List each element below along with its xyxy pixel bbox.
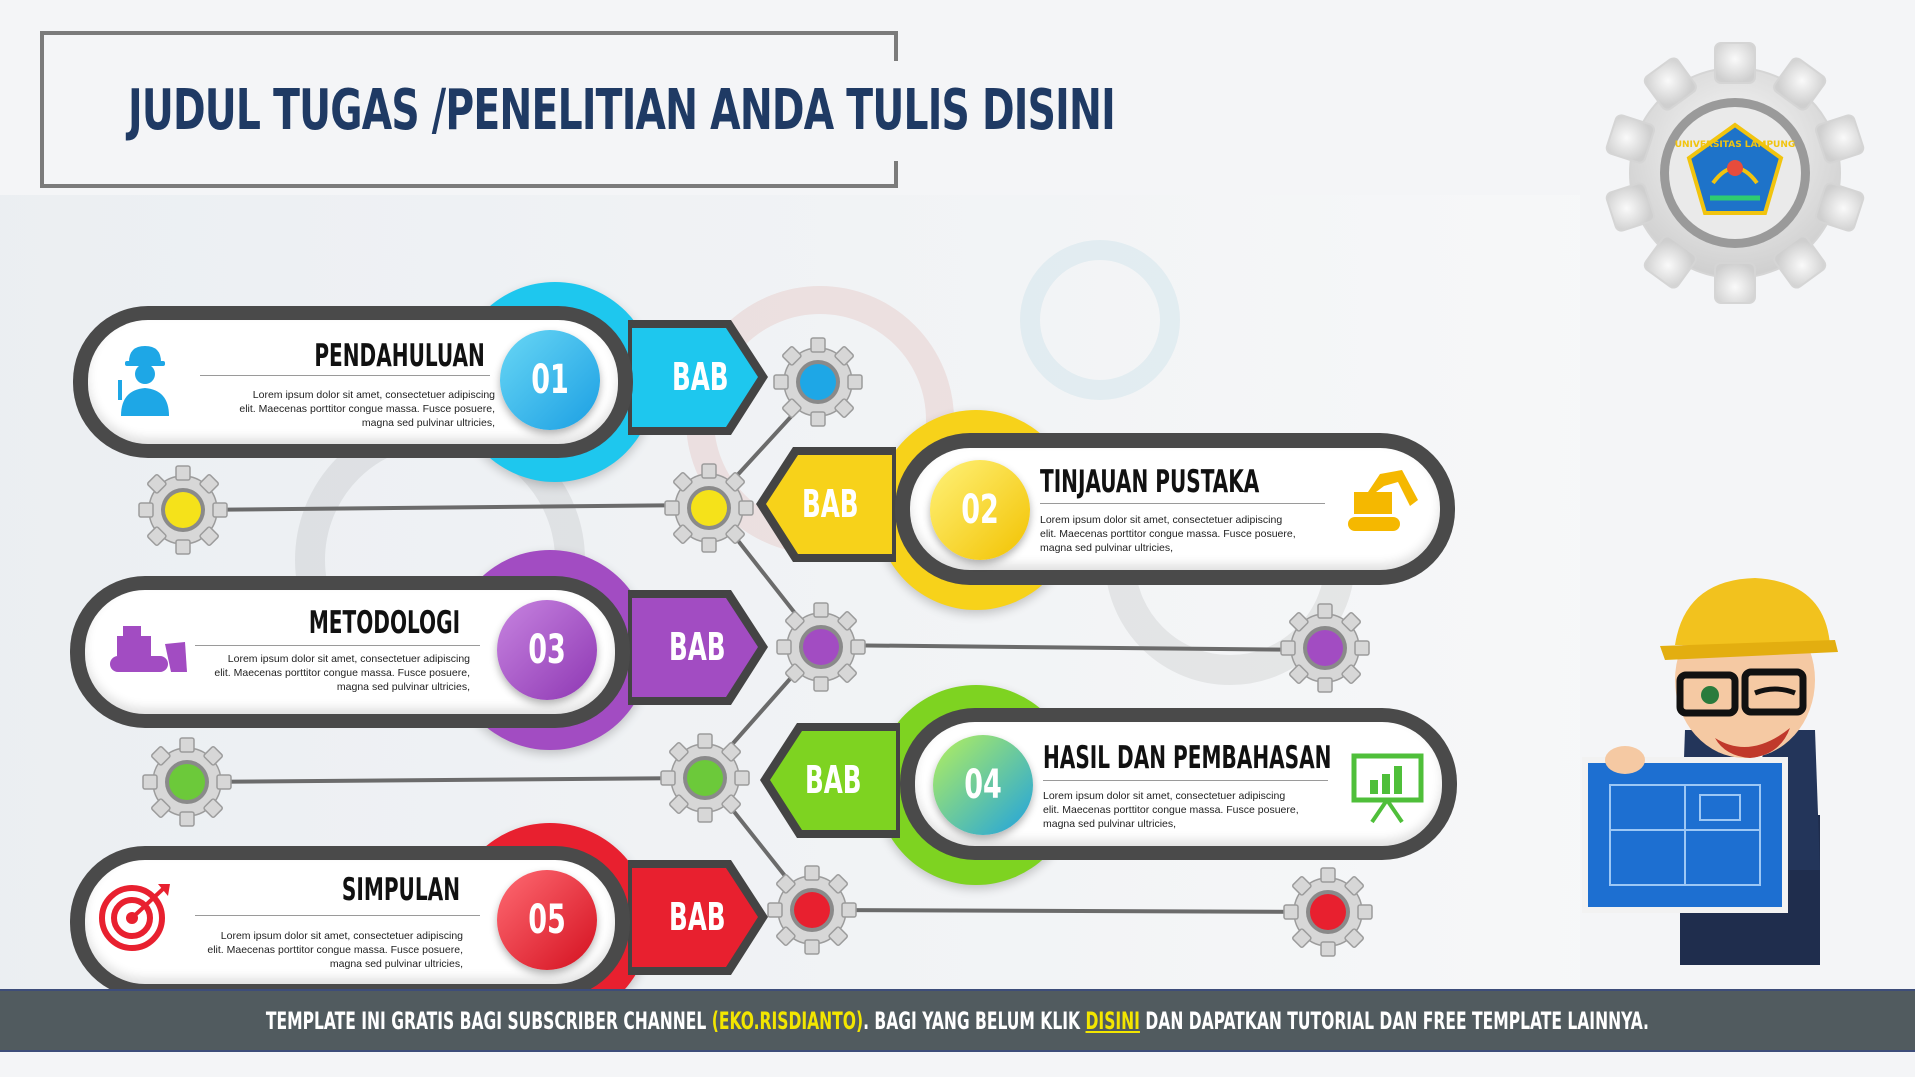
chapter-description: Lorem ipsum dolor sit amet, consectetuer… bbox=[1040, 514, 1296, 554]
bulldozer-icon bbox=[110, 626, 187, 672]
target-icon bbox=[99, 884, 170, 951]
bab-tag bbox=[628, 590, 768, 705]
gear-red-center-icon bbox=[767, 865, 857, 955]
bab-label: BAB bbox=[671, 355, 729, 399]
chapter-description: Lorem ipsum dolor sit amet, consectetuer… bbox=[239, 389, 495, 429]
channel-name: (EKO.RISDIANTO) bbox=[711, 1006, 864, 1035]
chapter-number: 01 bbox=[500, 330, 600, 430]
gear-yellow-left-icon bbox=[138, 465, 228, 555]
bab-tag bbox=[628, 320, 768, 435]
chapter-number: 04 bbox=[933, 735, 1033, 835]
chapter-title: HASIL DAN PEMBAHASAN bbox=[1043, 740, 1332, 776]
chapter-description: Lorem ipsum dolor sit amet, consectetuer… bbox=[214, 653, 470, 693]
chapter-title: METODOLOGI bbox=[308, 605, 460, 641]
gear-purple-center-icon bbox=[776, 602, 866, 692]
footer-text-part1: TEMPLATE INI GRATIS BAGI SUBSCRIBER CHAN… bbox=[265, 1006, 712, 1035]
gear-red-right-icon bbox=[1283, 867, 1373, 957]
chapter-number: 03 bbox=[497, 600, 597, 700]
bab-label: BAB bbox=[801, 482, 859, 526]
chapter-title: TINJAUAN PUSTAKA bbox=[1040, 464, 1260, 500]
chapter-description: Lorem ipsum dolor sit amet, consectetuer… bbox=[207, 930, 463, 970]
gear-blue-icon bbox=[773, 337, 863, 427]
chapter-title: SIMPULAN bbox=[341, 872, 460, 908]
logo-text: UNIVERSITAS LAMPUNG bbox=[1675, 140, 1796, 150]
chapter-number: 02 bbox=[930, 460, 1030, 560]
bab-label: BAB bbox=[804, 758, 862, 802]
engineer-character bbox=[1582, 578, 1838, 965]
gear-purple-right-icon bbox=[1280, 603, 1370, 693]
excavator-icon bbox=[1348, 470, 1418, 531]
bab-tag bbox=[628, 860, 768, 975]
page-title: JUDUL TUGAS /PENELITIAN ANDA TULIS DISIN… bbox=[128, 78, 1116, 143]
university-logo: UNIVERSITAS LAMPUNG bbox=[1604, 42, 1866, 304]
presentation-chart-icon bbox=[1351, 753, 1424, 824]
bab-tag bbox=[760, 723, 900, 838]
footer-text: TEMPLATE INI GRATIS BAGI SUBSCRIBER CHAN… bbox=[266, 1007, 1649, 1035]
disini-link[interactable]: DISINI bbox=[1085, 1006, 1141, 1035]
bab-tag bbox=[756, 447, 896, 562]
title-frame bbox=[40, 31, 898, 188]
gear-green-left-icon bbox=[142, 737, 232, 827]
chapter-title: PENDAHULUAN bbox=[314, 338, 485, 374]
bab-label: BAB bbox=[668, 895, 726, 939]
gear-green-center-icon bbox=[660, 733, 750, 823]
chapter-number: 05 bbox=[497, 870, 597, 970]
chapter-description: Lorem ipsum dolor sit amet, consectetuer… bbox=[1043, 790, 1299, 830]
footer-banner: TEMPLATE INI GRATIS BAGI SUBSCRIBER CHAN… bbox=[0, 989, 1915, 1052]
footer-text-part3: DAN DAPATKAN TUTORIAL DAN FREE TEMPLATE … bbox=[1140, 1006, 1650, 1035]
gear-yellow-center-icon bbox=[664, 463, 754, 553]
bab-label: BAB bbox=[668, 625, 726, 669]
footer-text-part2: . BAGI YANG BELUM KLIK bbox=[863, 1006, 1086, 1035]
worker-icon bbox=[118, 346, 169, 416]
